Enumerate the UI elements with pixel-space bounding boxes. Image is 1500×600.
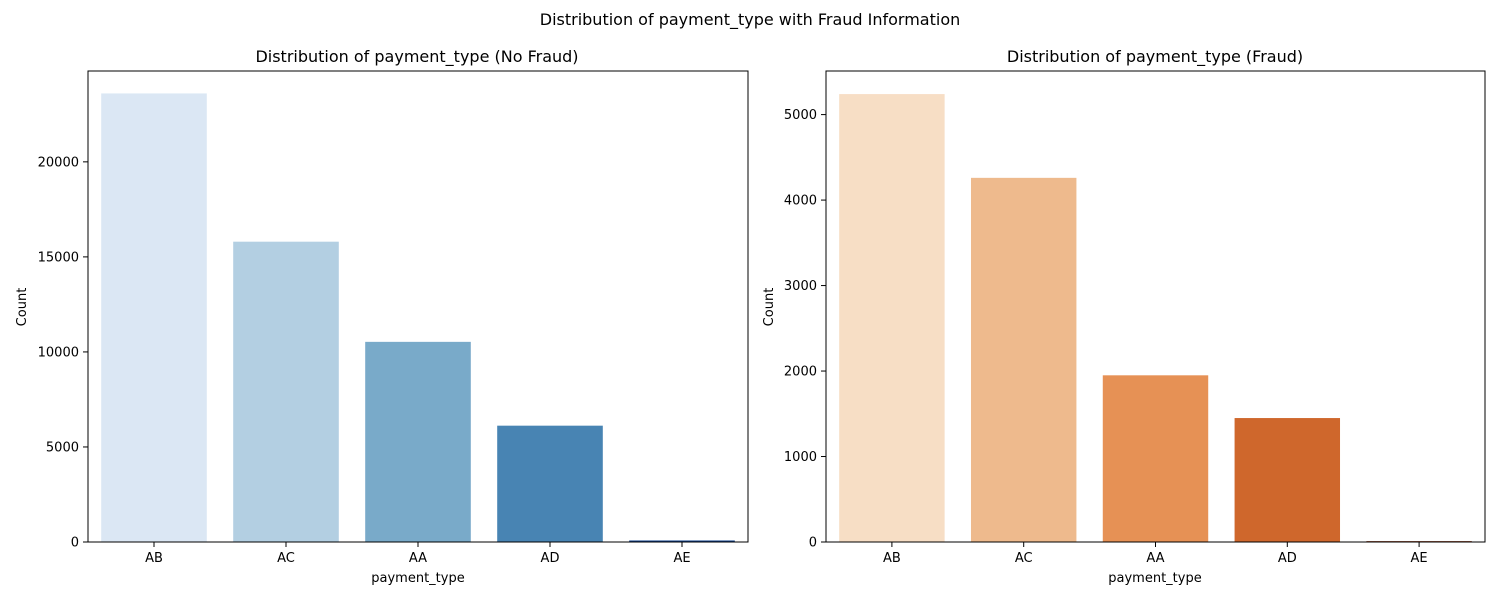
x-tick-label: AC xyxy=(1015,551,1033,566)
x-axis: AB AC AA AD AE xyxy=(883,542,1428,566)
bar-ad xyxy=(497,425,603,542)
plot-frame xyxy=(87,70,749,543)
bar-ae xyxy=(629,540,735,542)
y-axis-label: Count xyxy=(762,288,777,327)
bars xyxy=(839,94,1472,542)
chart-title: Distribution of payment_type (Fraud) xyxy=(1007,47,1303,67)
bar-ab xyxy=(101,93,207,542)
chart-title: Distribution of payment_type (No Fraud) xyxy=(255,47,578,67)
x-axis: AB AC AA AD AE xyxy=(145,542,691,566)
x-tick-label: AD xyxy=(541,551,560,566)
x-axis-label: payment_type xyxy=(371,571,464,586)
x-tick-label: AE xyxy=(1411,551,1428,566)
plot-frame xyxy=(825,70,1486,543)
y-tick-label: 5000 xyxy=(784,108,817,123)
y-axis: 0 5000 10000 15000 20000 xyxy=(38,155,88,551)
y-tick-label: 10000 xyxy=(38,345,79,360)
y-tick-label: 2000 xyxy=(784,365,817,380)
chart-no-fraud: Distribution of payment_type (No Fraud) … xyxy=(15,47,749,586)
x-tick-label: AB xyxy=(883,551,901,566)
y-axis: 0 1000 2000 3000 4000 5000 xyxy=(784,108,826,551)
x-tick-label: AC xyxy=(277,551,295,566)
figure-suptitle: Distribution of payment_type with Fraud … xyxy=(540,10,961,30)
bar-ac xyxy=(233,241,339,542)
y-tick-label: 0 xyxy=(71,536,79,551)
y-axis-label: Count xyxy=(15,288,30,327)
y-tick-label: 15000 xyxy=(38,250,79,265)
x-axis-label: payment_type xyxy=(1108,571,1201,586)
x-tick-label: AB xyxy=(145,551,163,566)
bar-aa xyxy=(365,341,471,542)
bar-ac xyxy=(970,177,1077,542)
y-tick-label: 1000 xyxy=(784,450,817,465)
y-tick-label: 4000 xyxy=(784,194,817,209)
x-tick-label: AA xyxy=(1146,551,1164,566)
x-tick-label: AE xyxy=(673,551,690,566)
bar-ab xyxy=(839,94,945,542)
y-tick-label: 0 xyxy=(809,536,817,551)
y-tick-label: 3000 xyxy=(784,279,817,294)
chart-fraud: Distribution of payment_type (Fraud) 0 10… xyxy=(762,47,1486,586)
y-tick-label: 5000 xyxy=(46,440,79,455)
x-tick-label: AA xyxy=(409,551,427,566)
y-tick-label: 20000 xyxy=(38,155,79,170)
bar-ad xyxy=(1234,418,1341,542)
bars xyxy=(101,93,735,542)
x-tick-label: AD xyxy=(1278,551,1297,566)
bar-aa xyxy=(1102,375,1209,542)
